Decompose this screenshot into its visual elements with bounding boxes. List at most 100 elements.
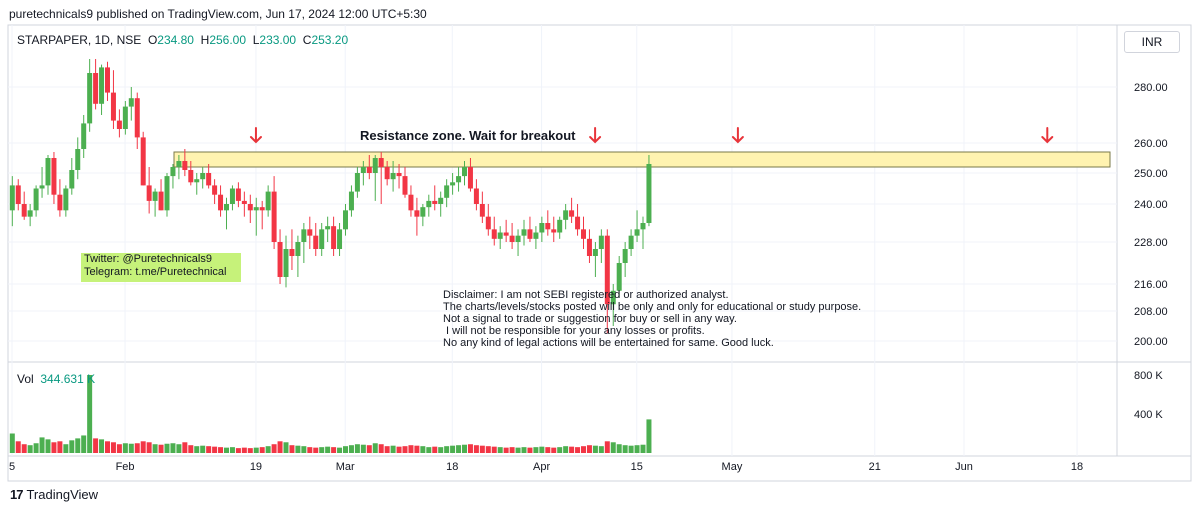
volume-bar: [247, 448, 253, 453]
time-tick-label: 18: [1071, 461, 1083, 473]
volume-bar: [283, 442, 289, 453]
candle-body: [348, 191, 354, 211]
candle-body: [563, 210, 569, 220]
candle-body: [99, 67, 105, 104]
volume-bar: [456, 445, 462, 453]
volume-bar: [295, 445, 301, 453]
volume-bar: [569, 446, 575, 453]
candle-body: [39, 185, 45, 189]
volume-bar: [188, 445, 194, 453]
candle-body: [75, 149, 81, 170]
volume-bar: [426, 447, 432, 453]
candle-body: [110, 92, 116, 121]
currency-button[interactable]: INR: [1124, 31, 1180, 53]
volume-bar: [628, 445, 634, 453]
candle-body: [63, 188, 69, 211]
volume-bar: [521, 447, 527, 453]
candle-body: [462, 167, 467, 177]
volume-bar: [21, 444, 27, 453]
volume-bar: [259, 447, 265, 453]
candle-body: [438, 197, 444, 204]
candle-body: [396, 173, 402, 177]
price-tick-label: 228.00: [1134, 237, 1168, 249]
volume-bar: [509, 447, 515, 453]
volume-bar: [63, 444, 69, 453]
candle-body: [372, 158, 378, 173]
volume-bar: [140, 441, 146, 453]
price-axis-ticks: 280.00 260.00 250.00 240.00 228.00 216.00 208.…: [1134, 82, 1168, 348]
volume-bar: [206, 446, 212, 453]
volume-bar: [134, 443, 140, 453]
volume-bar: [575, 447, 581, 453]
candle-body: [277, 242, 283, 277]
volume-bar: [610, 442, 616, 453]
low-value: 233.00: [259, 33, 297, 47]
high-label: H: [200, 33, 210, 47]
tradingview-logo-icon: 17: [10, 487, 24, 502]
volume-bar: [533, 447, 539, 453]
volume-bar: [27, 445, 33, 453]
volume-bar: [402, 446, 408, 453]
volume-bar: [450, 445, 456, 453]
candle-body: [604, 235, 610, 305]
volume-bar: [414, 445, 420, 453]
time-tick-label: Mar: [336, 461, 355, 473]
volume-bar: [408, 445, 414, 453]
volume-bar: [9, 433, 15, 453]
candle-body: [485, 216, 491, 230]
candle-body: [283, 249, 289, 277]
candle-body: [527, 229, 533, 239]
candle-body: [9, 185, 15, 211]
volume-bar: [33, 443, 39, 453]
volume-bar: [105, 441, 110, 453]
candle-body: [402, 176, 408, 195]
volume-bar: [313, 447, 319, 453]
candle-body: [27, 210, 33, 217]
close-value: 253.20: [311, 33, 349, 47]
candle-body: [158, 191, 164, 211]
candle-body: [420, 207, 426, 217]
volume-bar: [241, 447, 247, 453]
volume-bar: [384, 446, 390, 453]
high-value: 256.00: [209, 33, 247, 47]
candle-body: [21, 204, 27, 217]
publish-header: puretechnicals9 published on TradingView…: [9, 7, 427, 21]
volume-bar: [473, 445, 479, 453]
symbol-label[interactable]: STARPAPER, 1D, NSE: [17, 33, 142, 47]
candle-body: [337, 229, 343, 249]
candle-body: [206, 173, 212, 186]
candle-body: [592, 249, 598, 256]
time-tick-label: 18: [446, 461, 458, 473]
volume-bar: [182, 442, 188, 453]
volume-bar: [152, 444, 158, 453]
volume-bar: [604, 441, 610, 453]
candle-body: [408, 194, 414, 211]
volume-value: 344.631 K: [40, 372, 96, 386]
volume-bar: [503, 447, 509, 453]
candle-body: [265, 191, 271, 211]
candle-body: [586, 238, 592, 256]
candle-body: [170, 167, 176, 177]
volume-bar: [515, 447, 521, 453]
volume-bar: [200, 445, 206, 453]
candle-body: [545, 223, 551, 230]
candle-body: [366, 167, 372, 173]
candle-body: [390, 173, 396, 180]
candle-body: [456, 176, 462, 183]
candle-body: [521, 229, 527, 236]
footer-brand[interactable]: TradingView: [26, 487, 99, 502]
candle-body: [622, 249, 628, 263]
price-tick-label: 280.00: [1134, 82, 1168, 94]
volume-bar: [212, 446, 218, 453]
candle-body: [533, 232, 539, 239]
price-tick-label: 216.00: [1134, 279, 1168, 291]
volume-bar: [479, 445, 485, 453]
candle-body: [640, 223, 646, 230]
volume-bars: [9, 375, 652, 453]
candle-body: [634, 229, 640, 236]
volume-bar: [354, 444, 360, 453]
volume-bar: [218, 447, 224, 453]
volume-bar: [366, 445, 372, 453]
candle-body: [325, 226, 331, 230]
